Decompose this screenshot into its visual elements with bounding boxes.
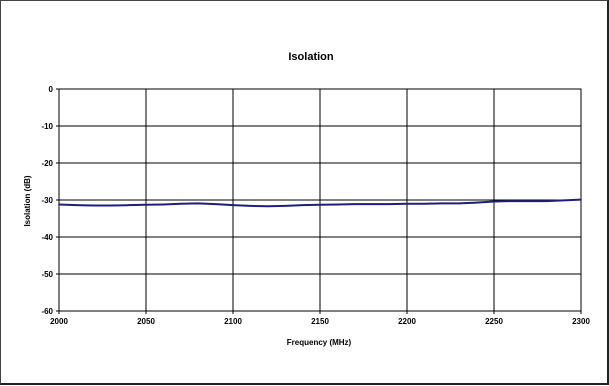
data-point — [336, 203, 339, 206]
x-tick-label: 2050 — [137, 317, 155, 326]
data-point — [75, 204, 78, 206]
y-axis-title: Isolation (dB) — [23, 175, 32, 226]
data-point — [301, 204, 304, 206]
y-tick-label: -50 — [41, 270, 53, 279]
data-point — [562, 199, 565, 202]
chart-title: Isolation — [288, 51, 334, 63]
data-point — [354, 203, 356, 205]
x-tick-label: 2150 — [311, 317, 329, 326]
data-point — [388, 203, 391, 205]
x-tick-label: 2300 — [572, 317, 590, 326]
data-point — [145, 204, 147, 206]
data-point — [197, 202, 199, 205]
data-point — [214, 203, 217, 205]
data-point — [475, 201, 478, 204]
data-point — [545, 200, 547, 202]
x-tick-label: 2000 — [50, 317, 68, 326]
data-point — [406, 202, 408, 205]
data-point — [162, 203, 165, 206]
data-point — [127, 204, 130, 206]
data-point — [441, 202, 443, 205]
series-layer — [58, 198, 582, 208]
grid-layer — [58, 88, 582, 312]
data-point — [458, 202, 461, 205]
data-point — [249, 205, 252, 207]
data-point — [93, 204, 95, 207]
data-point — [371, 203, 374, 205]
data-point — [319, 204, 321, 206]
x-tick-label: 2200 — [398, 317, 416, 326]
data-point — [180, 202, 182, 205]
x-tick-label: 2100 — [224, 317, 242, 326]
data-point — [110, 204, 112, 207]
data-point — [493, 200, 495, 203]
data-point — [580, 198, 582, 201]
data-point — [267, 205, 269, 208]
data-point — [423, 202, 426, 205]
data-point — [284, 205, 287, 207]
y-tick-label: 0 — [49, 85, 54, 94]
data-point — [510, 200, 513, 202]
y-tick-label: -10 — [41, 122, 53, 131]
x-tick-label: 2250 — [485, 317, 503, 326]
x-axis-title: Frequency (MHz) — [287, 338, 352, 347]
y-tick-label: -60 — [41, 307, 53, 316]
data-point — [528, 200, 530, 202]
y-tick-label: -30 — [41, 196, 53, 205]
y-tick-label: -40 — [41, 233, 53, 242]
y-tick-label: -20 — [41, 159, 53, 168]
data-point — [232, 204, 234, 206]
data-point — [58, 203, 60, 206]
